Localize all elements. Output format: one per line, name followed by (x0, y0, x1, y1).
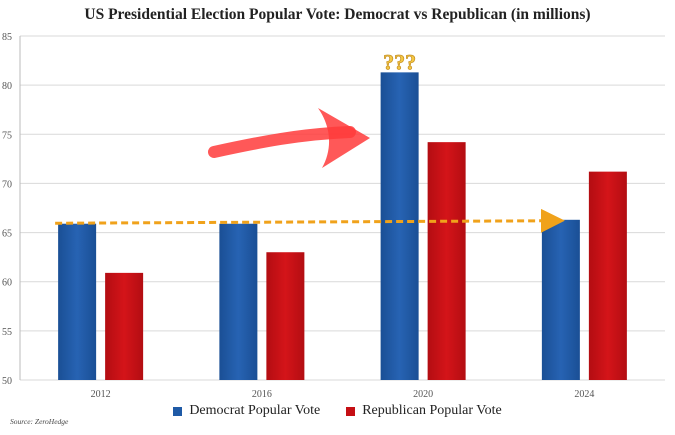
legend-swatch-republican (346, 406, 356, 416)
chart-legend: Democrat Popular Vote Republican Popular… (0, 403, 675, 419)
legend-swatch-democrat (173, 406, 183, 416)
legend-label-republican: Republican Popular Vote (362, 403, 502, 418)
y-tick-label: 65 (2, 229, 12, 240)
dashed-arrow-annotation (55, 208, 565, 233)
y-tick-label: 55 (2, 327, 12, 338)
x-tick-label: 2024 (574, 389, 594, 400)
bar-democrat (58, 223, 97, 380)
bar-republican (105, 272, 144, 380)
y-tick-label: 50 (2, 376, 12, 387)
y-tick-label: 75 (2, 130, 12, 141)
x-tick-label: 2016 (252, 389, 272, 400)
legend-item-republican: Republican Popular Vote (346, 403, 502, 419)
bar-republican (427, 142, 466, 380)
x-tick-label: 2020 (413, 389, 433, 400)
bar-republican (588, 171, 627, 380)
bar-republican (266, 252, 305, 380)
y-tick-label: 60 (2, 278, 12, 289)
red-arrow-head (318, 108, 370, 168)
bar-democrat (219, 223, 258, 380)
source-note: Source: ZeroHedge (10, 417, 69, 426)
x-tick-label: 2012 (91, 389, 111, 400)
question-marks-annotation: ??? (383, 49, 416, 74)
bar-democrat (541, 219, 580, 380)
y-tick-label: 80 (2, 81, 12, 92)
y-tick-label: 85 (2, 32, 12, 43)
bar-democrat (380, 72, 419, 380)
y-tick-label: 70 (2, 179, 12, 190)
chart-title: US Presidential Election Popular Vote: D… (84, 6, 591, 23)
legend-label-democrat: Democrat Popular Vote (189, 403, 321, 418)
legend-item-democrat: Democrat Popular Vote (173, 403, 320, 419)
